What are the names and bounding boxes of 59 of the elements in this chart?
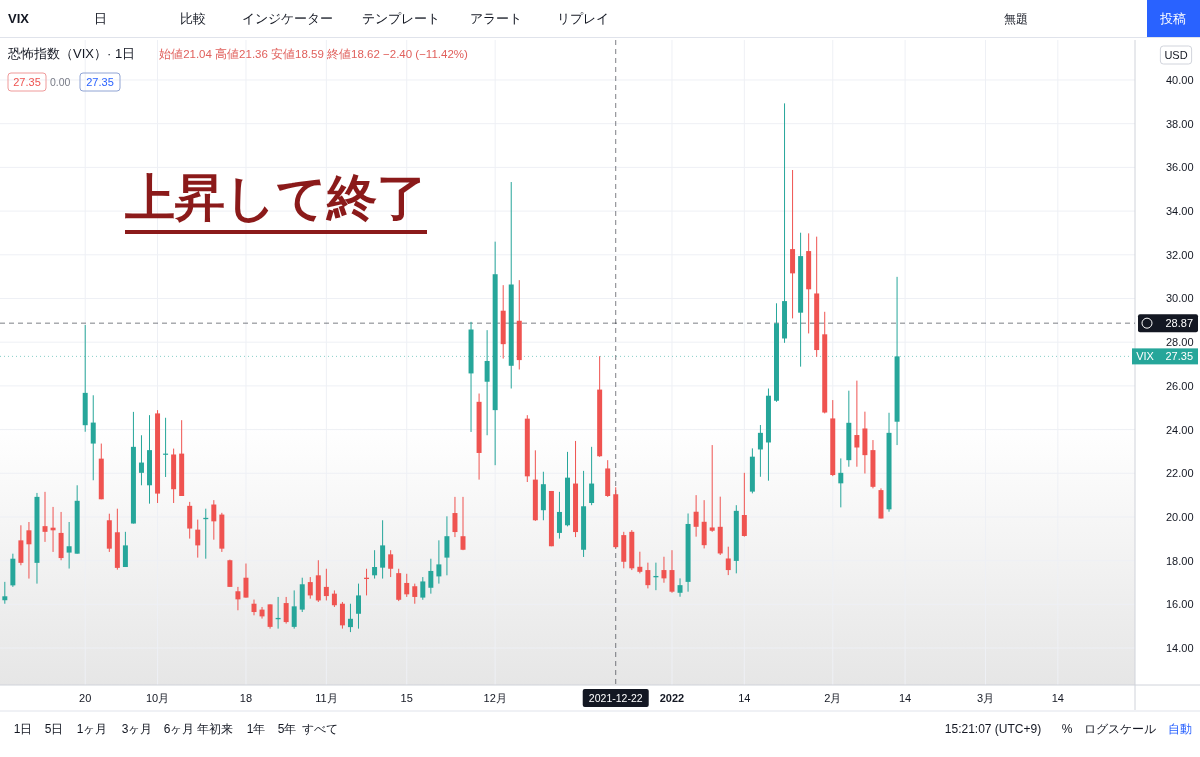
y-tick-label: 28.00 <box>1166 336 1194 349</box>
annotation: すべて <box>302 722 338 736</box>
y-tick-label: 34.00 <box>1166 205 1194 218</box>
annotation: 上昇して終了 <box>125 170 427 226</box>
annotation: 1年 <box>246 722 266 736</box>
y-tick-label: 18.00 <box>1166 554 1194 567</box>
annotation: % <box>1061 722 1073 736</box>
x-tick-label: 15 <box>400 692 413 704</box>
y-tick-label: 40.00 <box>1166 73 1194 86</box>
annotation: 自動 <box>1168 722 1192 736</box>
x-tick-label: 2022 <box>659 692 685 704</box>
annotation: 1日 <box>13 722 33 736</box>
ref-line-label: 27.35 <box>1165 350 1193 363</box>
annotation: 15:21:07 (UTC+9) <box>944 722 1042 736</box>
y-tick-label: 24.00 <box>1166 423 1194 436</box>
annotation: 1ヶ月 <box>76 722 108 736</box>
annotation: インジケーター <box>242 11 333 26</box>
x-tick-label: 14 <box>1051 692 1064 704</box>
x-tick-label: 11月 <box>315 692 338 704</box>
annotation: 27.35 <box>86 76 114 88</box>
annotation: 27.35 <box>13 76 41 88</box>
annotation: アラート <box>470 11 522 26</box>
annotation: ログスケール <box>1084 722 1156 736</box>
annotation: 5年 <box>277 722 297 736</box>
x-tick-label: 2021-12-22 <box>588 692 643 704</box>
x-tick-label: 2月 <box>824 692 842 704</box>
annotation: 6ヶ月 <box>163 722 195 736</box>
y-tick-label: 20.00 <box>1166 510 1194 523</box>
y-tick-label: 14.00 <box>1166 642 1194 655</box>
x-tick-label: 14 <box>738 692 751 704</box>
y-tick-label: 36.00 <box>1166 161 1194 174</box>
text: 始値21.04 高値21.36 安値18.59 終値18.62 −2.40 (−11.42%) <box>159 47 469 60</box>
annotation: 年初来 <box>197 722 233 736</box>
x-tick-label: 20 <box>79 692 92 704</box>
y-tick-label: 22.00 <box>1166 467 1194 480</box>
ref-line-label: 28.87 <box>1165 317 1193 330</box>
x-tick-label: 14 <box>898 692 912 704</box>
annotation: 0.00 <box>50 76 71 88</box>
x-tick-label: 12月 <box>483 692 507 704</box>
annotation: 無題 <box>1004 12 1028 26</box>
annotation: 3ヶ月 <box>121 722 153 736</box>
annotation: USD <box>1164 49 1188 61</box>
y-tick-label: 26.00 <box>1166 379 1194 392</box>
y-tick-label: 38.00 <box>1166 117 1194 130</box>
annotation: VIX <box>8 11 29 26</box>
y-tick-label: 16.00 <box>1166 598 1194 611</box>
x-tick-label: 10月 <box>145 692 170 704</box>
annotation: 比較 <box>180 11 206 26</box>
annotation: 投稿 <box>1160 11 1186 26</box>
annotation: テンプレート <box>362 11 440 26</box>
annotation: リプレイ <box>557 11 609 26</box>
annotation: 5日 <box>44 722 64 736</box>
y-tick-label: 30.00 <box>1166 292 1194 305</box>
text: 恐怖指数（VIX）· 1日 <box>7 46 136 61</box>
y-tick-label: 32.00 <box>1166 248 1194 261</box>
annotation: 日 <box>93 11 107 26</box>
text: VIX <box>1136 350 1155 363</box>
x-tick-label: 18 <box>239 692 253 704</box>
x-tick-label: 3月 <box>976 692 995 704</box>
